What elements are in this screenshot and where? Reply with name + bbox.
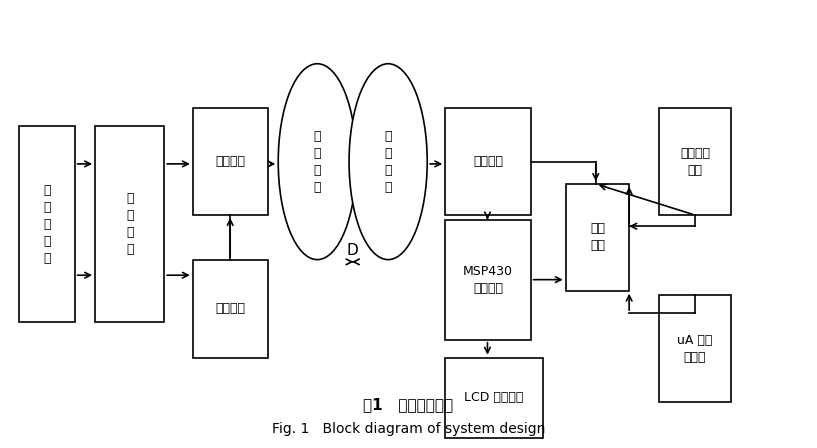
FancyBboxPatch shape [565,184,629,291]
Text: MSP430
控制系统: MSP430 控制系统 [463,265,513,295]
FancyBboxPatch shape [659,108,731,215]
FancyBboxPatch shape [20,126,74,322]
Text: 耦
合
线
圈: 耦 合 线 圈 [314,129,321,194]
Text: D: D [346,243,358,258]
Text: 恒流
充电: 恒流 充电 [590,222,605,252]
Text: 耦
合
线
圈: 耦 合 线 圈 [384,129,392,194]
Ellipse shape [349,64,427,260]
FancyBboxPatch shape [445,358,542,438]
Text: 频率振荡: 频率振荡 [215,302,245,315]
FancyBboxPatch shape [193,260,268,358]
FancyBboxPatch shape [445,220,530,340]
Text: 功率放大: 功率放大 [215,155,245,168]
Text: 充电方式
选择: 充电方式 选择 [680,146,710,177]
Text: 交
直
流
供
电: 交 直 流 供 电 [43,184,51,264]
Ellipse shape [279,64,356,260]
Text: Fig. 1   Block diagram of system design: Fig. 1 Block diagram of system design [272,422,545,436]
Text: 图1   系统设计框图: 图1 系统设计框图 [364,397,453,412]
FancyBboxPatch shape [445,108,530,215]
FancyBboxPatch shape [659,295,731,402]
FancyBboxPatch shape [95,126,164,322]
Text: 整流稳压: 整流稳压 [473,155,503,168]
Text: LCD 充电指示: LCD 充电指示 [464,391,524,404]
FancyBboxPatch shape [193,108,268,215]
Text: uA 表头
电流表: uA 表头 电流表 [677,334,712,364]
Text: 电
源
管
理: 电 源 管 理 [126,192,133,256]
